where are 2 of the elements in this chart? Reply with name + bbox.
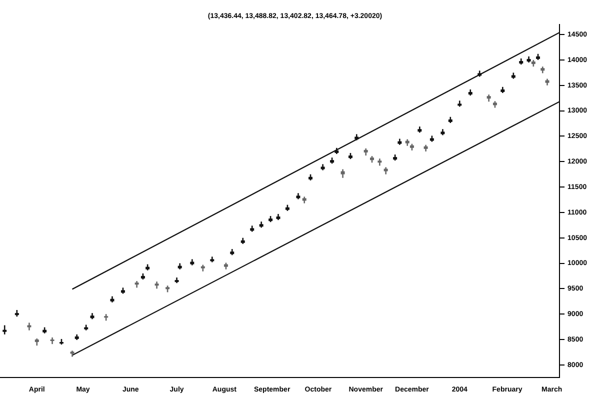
candlestick (2, 324, 7, 336)
candlestick (27, 322, 32, 331)
